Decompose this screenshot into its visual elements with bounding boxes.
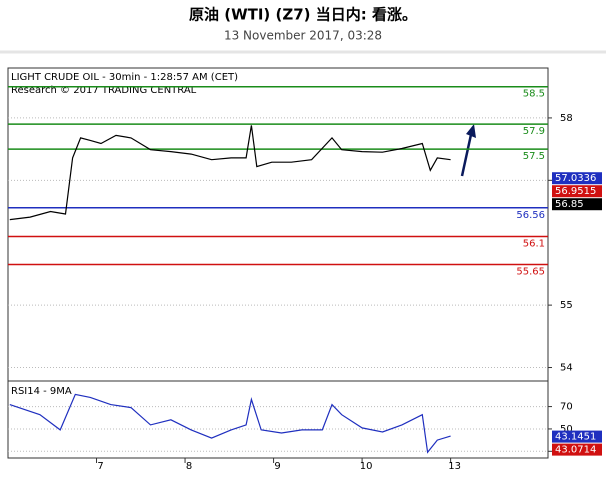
level-label: 55.65 bbox=[516, 267, 545, 278]
level-label: 56.1 bbox=[523, 238, 545, 249]
price-tag-label: 43.0714 bbox=[555, 445, 596, 456]
y-tick-label: 54 bbox=[560, 363, 573, 374]
y-tick-label: 50 bbox=[560, 424, 573, 435]
arrow-head bbox=[466, 124, 476, 138]
y-tick-label: 70 bbox=[560, 402, 573, 413]
level-label: 56.56 bbox=[516, 210, 545, 221]
annotation: LIGHT CRUDE OIL - 30min - 1:28:57 AM (CE… bbox=[11, 72, 238, 83]
price-line bbox=[9, 393, 451, 454]
y-tick-label: 55 bbox=[560, 300, 573, 311]
chart-subtitle: 13 November 2017, 03:28 bbox=[224, 29, 382, 43]
price-tag-label: 43.1451 bbox=[555, 432, 596, 443]
x-tick-label: 13 bbox=[448, 461, 461, 472]
level-label: 58.5 bbox=[523, 89, 545, 100]
x-tick-label: 8 bbox=[186, 461, 192, 472]
x-tick-label: 10 bbox=[360, 461, 373, 472]
price-tag bbox=[552, 198, 602, 211]
price-tag bbox=[552, 185, 602, 198]
price-tag-label: 57.0336 bbox=[555, 173, 596, 184]
y-tick-label: 58 bbox=[560, 113, 573, 124]
level-label: 57.5 bbox=[523, 151, 545, 162]
price-line bbox=[9, 125, 451, 221]
arrow bbox=[460, 129, 474, 177]
price-tag-label: 56.9515 bbox=[555, 186, 596, 197]
annotation: Research © 2017 TRADING CENTRAL bbox=[11, 85, 197, 96]
price-tag-label: 56.85 bbox=[555, 199, 584, 210]
x-tick-label: 7 bbox=[97, 461, 103, 472]
chart-title: 原油 (WTI) (Z7) 当日内: 看涨。 bbox=[189, 6, 417, 24]
price-tag bbox=[552, 443, 602, 456]
frame bbox=[7, 67, 549, 459]
price-tag bbox=[552, 172, 602, 185]
panel-title: RSI14 - 9MA bbox=[11, 386, 72, 397]
price-tag bbox=[552, 430, 602, 443]
level-label: 57.9 bbox=[523, 126, 545, 137]
x-tick-label: 9 bbox=[274, 461, 280, 472]
